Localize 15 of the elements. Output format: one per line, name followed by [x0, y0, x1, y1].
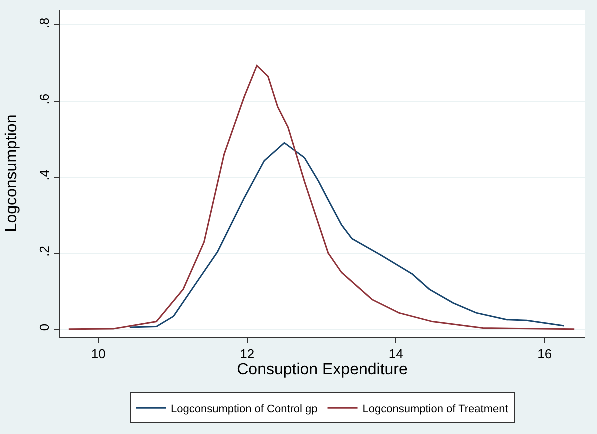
line-series — [68, 65, 576, 330]
x-tick-label: 10 — [91, 346, 106, 362]
y-tick-label: .2 — [36, 246, 52, 257]
y-tick-label: 0 — [36, 324, 52, 332]
line-series — [129, 142, 565, 328]
y-tick-label: .6 — [36, 94, 52, 105]
y-tick-label: .8 — [36, 18, 52, 29]
x-axis-title: Consuption Expenditure — [237, 362, 408, 379]
y-tick-label: .4 — [36, 170, 52, 181]
x-tick-label: 16 — [538, 346, 552, 362]
legend-label: Logconsumption of Treatment — [362, 403, 508, 416]
y-axis-title: Logconsumption — [4, 114, 21, 232]
x-tick-label: 12 — [240, 346, 255, 362]
legend-label: Logconsumption of Control gp — [171, 403, 318, 416]
x-tick-label: 14 — [388, 346, 404, 362]
